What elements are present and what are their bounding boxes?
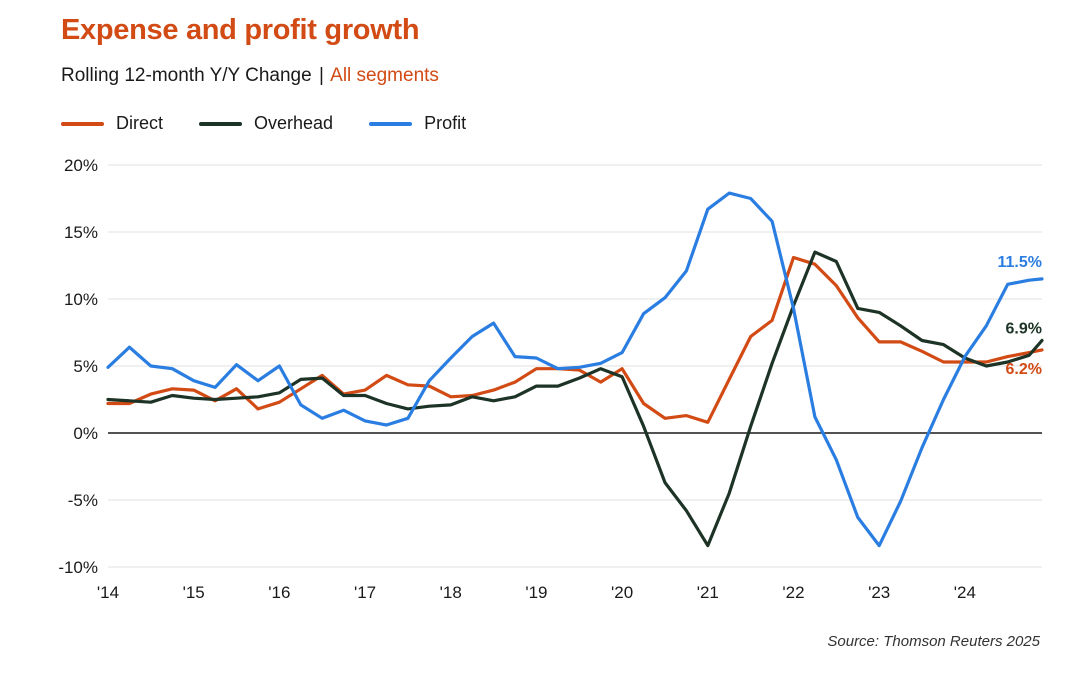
subtitle-separator: | bbox=[318, 65, 324, 86]
y-tick-label: -10% bbox=[58, 558, 98, 577]
legend-item-direct: Direct bbox=[61, 113, 163, 134]
legend-swatch bbox=[199, 121, 243, 126]
source-note: Source: Thomson Reuters 2025 bbox=[827, 633, 1040, 650]
x-tick-label: '22 bbox=[782, 583, 804, 602]
x-tick-label: '15 bbox=[183, 583, 205, 602]
x-tick-label: '24 bbox=[954, 583, 976, 602]
series-line-overhead bbox=[106, 250, 1044, 548]
subtitle-main: Rolling 12-month Y/Y Change bbox=[61, 65, 312, 86]
x-tick-label: '23 bbox=[868, 583, 890, 602]
legend-label: Overhead bbox=[254, 113, 334, 133]
end-label-overhead: 6.9% bbox=[1006, 321, 1042, 338]
y-tick-label: 10% bbox=[64, 290, 98, 309]
legend-item-profit: Profit bbox=[369, 113, 466, 134]
x-tick-label: '17 bbox=[354, 583, 376, 602]
x-tick-label: '18 bbox=[440, 583, 462, 602]
y-tick-label: -5% bbox=[68, 491, 98, 510]
x-tick-label: '19 bbox=[525, 583, 547, 602]
end-label-profit: 11.5% bbox=[998, 254, 1042, 271]
legend-item-overhead: Overhead bbox=[199, 113, 333, 134]
subtitle-segment: All segments bbox=[330, 65, 439, 86]
x-tick-label: '16 bbox=[268, 583, 290, 602]
series-line-profit bbox=[106, 191, 1044, 548]
y-tick-label: 20% bbox=[64, 156, 98, 175]
legend-swatch bbox=[61, 121, 104, 126]
x-tick-label: '14 bbox=[97, 583, 119, 602]
x-tick-label: '21 bbox=[697, 583, 719, 602]
x-tick-label: '20 bbox=[611, 583, 633, 602]
y-tick-label: 15% bbox=[64, 223, 98, 242]
end-label-direct: 6.2% bbox=[1006, 361, 1042, 378]
chart-subtitle: Rolling 12-month Y/Y Change | All segmen… bbox=[61, 65, 439, 87]
y-tick-label: 5% bbox=[73, 357, 98, 376]
chart-legend: Direct Overhead Profit bbox=[61, 113, 502, 134]
y-tick-label: 0% bbox=[73, 424, 98, 443]
chart-title: Expense and profit growth bbox=[61, 14, 420, 46]
series-line-direct bbox=[106, 255, 1044, 424]
legend-label: Profit bbox=[424, 113, 467, 133]
legend-label: Direct bbox=[116, 113, 164, 133]
legend-swatch bbox=[369, 121, 413, 126]
